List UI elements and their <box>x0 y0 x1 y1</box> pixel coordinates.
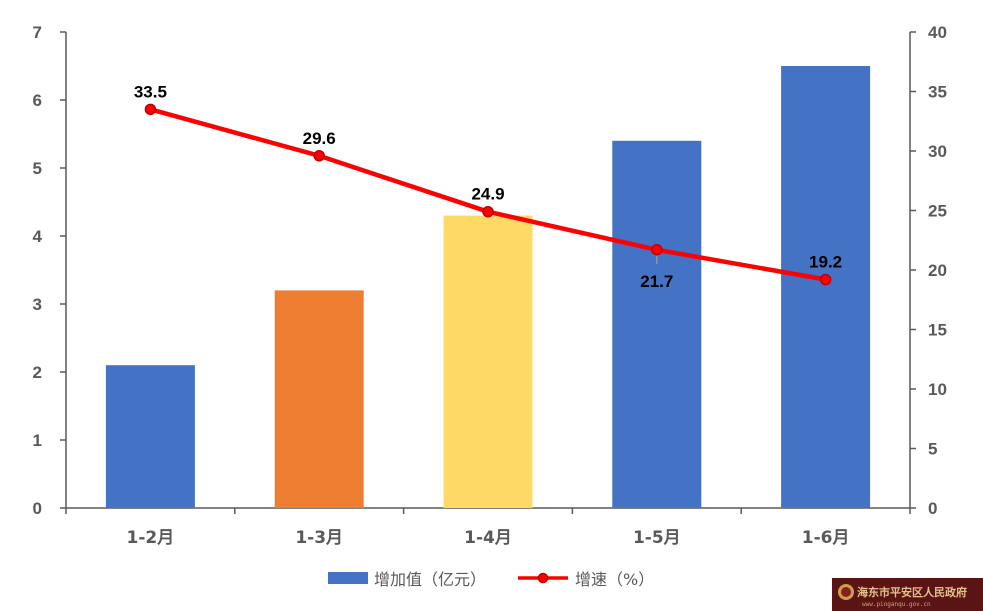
bar <box>443 215 533 508</box>
data-label: 19.2 <box>809 253 842 272</box>
line-marker <box>819 273 832 286</box>
bar <box>274 290 364 508</box>
legend-label-bar: 增加值（亿元） <box>374 570 486 589</box>
watermark-url: www.pinganqu.gov.cn <box>862 601 931 608</box>
x-tick-label: 1-4月 <box>464 528 512 548</box>
watermark-text: 海东市平安区人民政府 <box>857 585 967 599</box>
left-tick-label: 0 <box>33 499 42 518</box>
axes: 0 1 2 3 4 5 6 7 0 5 10 15 20 25 30 35 40 1-2月 1-3月 1-4月 1-5月… <box>33 23 947 548</box>
legend-swatch-marker <box>537 572 549 584</box>
line-marker <box>651 244 663 256</box>
x-tick-label: 1-2月 <box>127 528 175 548</box>
left-tick-label: 4 <box>33 227 43 246</box>
bar <box>781 66 871 508</box>
data-label: 24.9 <box>471 185 504 204</box>
right-tick-label: 0 <box>928 499 937 518</box>
line-marker <box>144 103 157 116</box>
x-tick-label: 1-6月 <box>802 528 850 548</box>
growth-line <box>144 103 832 286</box>
line-marker <box>313 150 325 162</box>
data-label: 29.6 <box>303 129 336 148</box>
legend: 增加值（亿元） 增速（%） <box>328 570 654 589</box>
data-labels: 33.5 29.6 24.9 21.7 19.2 <box>134 82 842 290</box>
left-tick-label: 3 <box>33 295 42 314</box>
legend-label-line: 增速（%） <box>575 570 654 589</box>
right-tick-label: 35 <box>928 83 947 102</box>
right-tick-label: 25 <box>928 202 947 221</box>
bar <box>105 365 195 508</box>
legend-swatch-bar <box>328 572 368 584</box>
bars <box>105 66 871 509</box>
x-tick-label: 1-3月 <box>295 528 343 548</box>
data-label: 33.5 <box>134 82 167 101</box>
left-tick-label: 5 <box>33 159 42 178</box>
right-tick-label: 20 <box>928 261 947 280</box>
right-tick-label: 40 <box>928 23 947 42</box>
right-tick-label: 15 <box>928 321 947 340</box>
right-tick-label: 10 <box>928 380 947 399</box>
left-tick-label: 1 <box>33 431 42 450</box>
right-tick-label: 5 <box>928 440 937 459</box>
watermark-logo: 海东市平安区人民政府 www.pinganqu.gov.cn <box>832 578 983 611</box>
right-tick-label: 30 <box>928 142 947 161</box>
line-marker <box>482 205 494 218</box>
left-tick-label: 7 <box>33 23 42 42</box>
left-tick-label: 6 <box>33 91 42 110</box>
x-tick-label: 1-5月 <box>633 528 681 548</box>
data-label: 21.7 <box>640 272 673 291</box>
bar <box>612 140 702 509</box>
left-tick-label: 2 <box>33 363 42 382</box>
